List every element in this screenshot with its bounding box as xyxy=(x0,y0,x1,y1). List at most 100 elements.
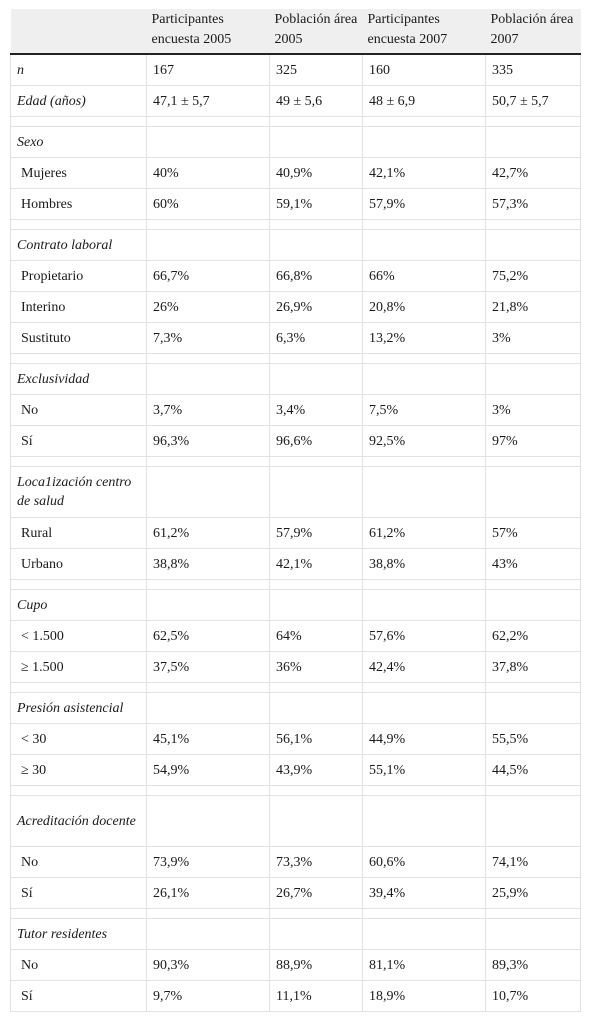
table-row: < 1.500 62,5% 64% 57,6% 62,2% xyxy=(10,620,581,652)
table-cell xyxy=(269,795,363,847)
spacer-cell xyxy=(362,785,486,796)
row-label: Sustituto xyxy=(10,322,147,354)
row-label: Sexo xyxy=(10,126,147,158)
table-cell: 3,7% xyxy=(146,394,270,426)
header-row: Participantes encuesta 2005 Población ár… xyxy=(10,9,581,55)
table-cell: 61,2% xyxy=(362,517,486,549)
table-cell xyxy=(485,466,581,518)
table-cell: 89,3% xyxy=(485,949,581,981)
column-header: Población área 2005 xyxy=(269,9,363,55)
table-cell: 44,5% xyxy=(485,754,581,786)
table-cell: 335 xyxy=(485,54,581,86)
spacer-cell xyxy=(146,353,270,364)
spacer-cell xyxy=(362,682,486,693)
table-cell: 44,9% xyxy=(362,723,486,755)
table-cell: 7,3% xyxy=(146,322,270,354)
spacer-cell xyxy=(485,219,581,230)
table-cell xyxy=(146,589,270,621)
table-cell: 325 xyxy=(269,54,363,86)
table-cell xyxy=(146,692,270,724)
table-cell: 26,1% xyxy=(146,877,270,909)
table-cell: 42,4% xyxy=(362,651,486,683)
spacer-cell xyxy=(146,116,270,127)
table-cell: 20,8% xyxy=(362,291,486,323)
table-cell: 64% xyxy=(269,620,363,652)
spacer-row xyxy=(10,908,581,919)
table-row: No 3,7% 3,4% 7,5% 3% xyxy=(10,394,581,426)
row-label: Urbano xyxy=(10,548,147,580)
table-cell: 66,7% xyxy=(146,260,270,292)
spacer-cell xyxy=(269,682,363,693)
spacer-cell xyxy=(485,353,581,364)
group-header-row: Acreditación docente xyxy=(10,795,581,847)
table-cell xyxy=(269,126,363,158)
table-row: Mujeres 40% 40,9% 42,1% 42,7% xyxy=(10,157,581,189)
table-cell: 57,6% xyxy=(362,620,486,652)
row-label: Sí xyxy=(10,980,147,1012)
group-header-row: Sexo xyxy=(10,126,581,158)
table-row: Rural 61,2% 57,9% 61,2% 57% xyxy=(10,517,581,549)
column-header: Participantes encuesta 2005 xyxy=(146,9,270,55)
spacer-cell xyxy=(10,456,147,467)
table-cell xyxy=(485,229,581,261)
spacer-cell xyxy=(362,456,486,467)
table-cell xyxy=(269,918,363,950)
column-header: Población área 2007 xyxy=(485,9,581,55)
table-container: Participantes encuesta 2005 Población ár… xyxy=(10,9,581,1012)
spacer-cell xyxy=(362,579,486,590)
table-row: Sí 26,1% 26,7% 39,4% 25,9% xyxy=(10,877,581,909)
table-cell: 167 xyxy=(146,54,270,86)
row-label: Interino xyxy=(10,291,147,323)
table-cell xyxy=(146,466,270,518)
group-header-row: Loca1ización centro de salud xyxy=(10,466,581,518)
row-label: Exclusividad xyxy=(10,363,147,395)
group-header-row: Cupo xyxy=(10,589,581,621)
table-cell: 96,3% xyxy=(146,425,270,457)
table-cell: 60,6% xyxy=(362,846,486,878)
table-cell: 40,9% xyxy=(269,157,363,189)
table-cell: 7,5% xyxy=(362,394,486,426)
summary-row: Edad (años) 47,1 ± 5,7 49 ± 5,6 48 ± 6,9 50,… xyxy=(10,85,581,117)
table-cell: 48 ± 6,9 xyxy=(362,85,486,117)
table-cell: 57,9% xyxy=(269,517,363,549)
spacer-row xyxy=(10,682,581,693)
table-cell: 62,2% xyxy=(485,620,581,652)
table-cell xyxy=(146,229,270,261)
table-cell: 61,2% xyxy=(146,517,270,549)
table-row: Urbano 38,8% 42,1% 38,8% 43% xyxy=(10,548,581,580)
table-cell: 55,5% xyxy=(485,723,581,755)
table-cell xyxy=(485,589,581,621)
table-cell: 60% xyxy=(146,188,270,220)
table-cell xyxy=(362,589,486,621)
group-header-row: Contrato laboral xyxy=(10,229,581,261)
table-cell xyxy=(485,692,581,724)
table-cell: 90,3% xyxy=(146,949,270,981)
spacer-cell xyxy=(146,785,270,796)
table-cell: 74,1% xyxy=(485,846,581,878)
table-cell: 59,1% xyxy=(269,188,363,220)
table-cell: 73,3% xyxy=(269,846,363,878)
spacer-cell xyxy=(485,456,581,467)
table-cell: 81,1% xyxy=(362,949,486,981)
spacer-cell xyxy=(485,579,581,590)
table-cell: 38,8% xyxy=(146,548,270,580)
table-row: < 30 45,1% 56,1% 44,9% 55,5% xyxy=(10,723,581,755)
spacer-cell xyxy=(362,116,486,127)
table-cell xyxy=(485,126,581,158)
table-cell: 92,5% xyxy=(362,425,486,457)
table-cell xyxy=(362,918,486,950)
spacer-cell xyxy=(485,116,581,127)
row-label: Mujeres xyxy=(10,157,147,189)
table-cell xyxy=(146,795,270,847)
table-cell: 45,1% xyxy=(146,723,270,755)
table-cell: 37,8% xyxy=(485,651,581,683)
row-label: Edad (años) xyxy=(10,85,147,117)
spacer-cell xyxy=(269,579,363,590)
data-table: Participantes encuesta 2005 Población ár… xyxy=(10,9,581,1012)
table-cell: 75,2% xyxy=(485,260,581,292)
column-header: Participantes encuesta 2007 xyxy=(362,9,486,55)
spacer-cell xyxy=(269,908,363,919)
table-row: Sí 9,7% 11,1% 18,9% 10,7% xyxy=(10,980,581,1012)
row-label: Propietario xyxy=(10,260,147,292)
row-label: Sí xyxy=(10,425,147,457)
